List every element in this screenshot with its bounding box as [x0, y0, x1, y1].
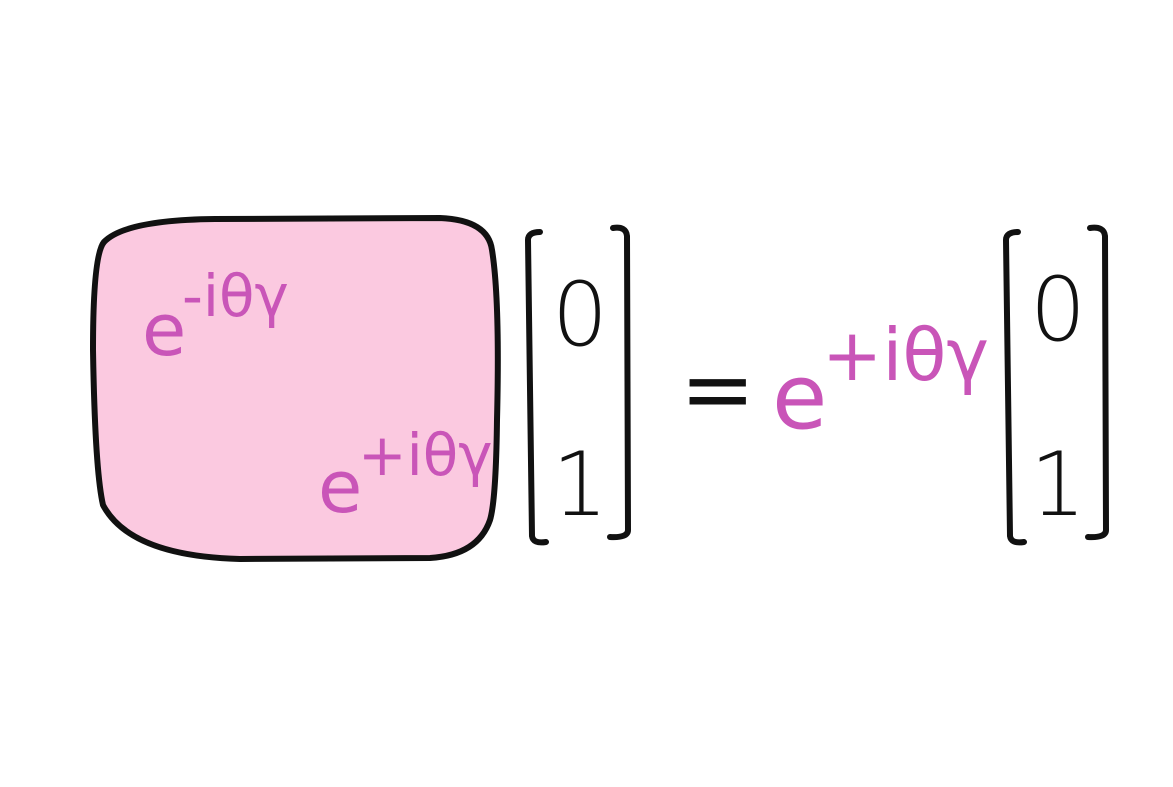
right-vector: 0 1: [1003, 224, 1109, 546]
right-bracket-open: [1003, 229, 1027, 546]
right-bracket-close: [1085, 224, 1109, 541]
eigenvalue-exponent: +iθγ: [822, 313, 989, 397]
vector-entry-top: 0: [1030, 258, 1086, 361]
entry-exponent: +iθγ: [358, 421, 493, 489]
matrix-entry-top-left: e -iθγ: [142, 262, 289, 372]
entry-base: e: [142, 288, 186, 372]
vector-entry-top: 0: [552, 263, 608, 366]
entry-base: e: [318, 445, 362, 529]
left-vector: 0 1: [525, 224, 631, 546]
left-bracket-open: [525, 229, 549, 546]
left-bracket-close: [607, 224, 631, 541]
vector-entry-bottom: 1: [552, 433, 608, 536]
vector-entry-bottom: 1: [1030, 433, 1086, 536]
entry-exponent: -iθγ: [182, 262, 289, 330]
eigenvalue-base: e: [772, 345, 827, 450]
matrix-entry-bottom-right: e +iθγ: [318, 421, 493, 529]
equals-sign: =: [680, 337, 755, 442]
matrix-box: [90, 215, 501, 562]
eigenvalue: e +iθγ: [772, 313, 989, 450]
